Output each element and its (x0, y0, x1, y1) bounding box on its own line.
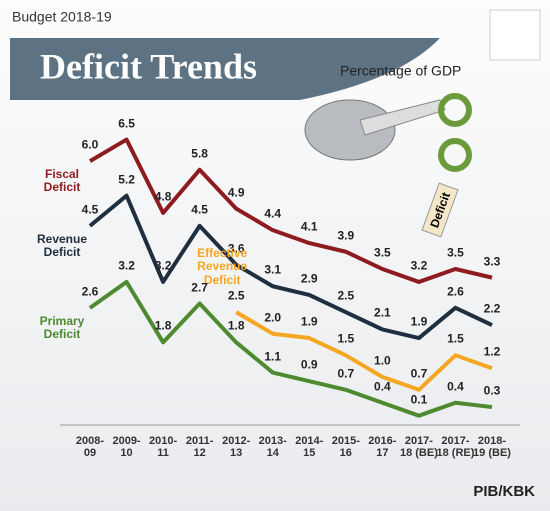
data-label: 4.1 (300, 219, 318, 234)
data-label: 0.4 (447, 379, 464, 394)
data-label: 2.0 (264, 310, 282, 325)
blade (359, 99, 446, 136)
data-label: 0.3 (483, 383, 501, 398)
data-label: 3.6 (227, 241, 245, 256)
tag: Deficit (421, 182, 459, 238)
data-label: 3.5 (374, 245, 391, 260)
series-line (235, 310, 493, 392)
coin (304, 99, 396, 161)
x-tick-label: 2015- 16 (331, 434, 360, 459)
x-tick-label: 2008- 09 (75, 434, 105, 459)
subtitle: Percentage of GDP (340, 63, 461, 79)
data-label: 6.0 (81, 137, 99, 152)
data-label: 2.9 (300, 271, 318, 286)
data-label: 0.9 (300, 357, 318, 372)
data-label: 2.5 (337, 288, 355, 303)
scissor-handle (438, 138, 472, 172)
data-label: 2.7 (191, 279, 208, 294)
data-label: 6.5 (118, 115, 135, 130)
legend-label: Effective Revenue Deficit (197, 246, 248, 287)
data-label: 3.5 (447, 245, 464, 260)
x-tick-label: 2014- 15 (295, 434, 324, 459)
data-label: 4.8 (154, 189, 172, 204)
logo (489, 9, 541, 61)
data-label: 1.9 (410, 314, 428, 329)
x-tick-label: 2010- 11 (149, 434, 178, 459)
data-label: 5.2 (118, 172, 135, 187)
data-label: 4.5 (191, 202, 208, 217)
data-label: 1.8 (227, 318, 245, 333)
tag-box (421, 182, 459, 238)
data-label: 2.2 (483, 301, 501, 316)
data-label: 0.4 (374, 379, 391, 394)
header: Budget 2018-19 (12, 9, 112, 25)
legend-label: Fiscal Deficit (43, 166, 81, 195)
data-label: 3.3 (483, 254, 501, 269)
legend-label: Revenue Deficit (36, 231, 88, 259)
x-tick-label: 2013- 14 (258, 434, 287, 459)
data-label: 1.2 (483, 344, 501, 359)
x-tick-label: 2011- 12 (185, 434, 214, 459)
x-tick-label: 2016- 17 (368, 434, 397, 459)
data-label: 2.5 (227, 288, 245, 303)
title-band (10, 38, 440, 100)
series-line (88, 279, 493, 418)
x-tick-label: 2017- 18 (BE) (399, 434, 438, 459)
scissor-handle (438, 93, 472, 127)
x-tick-label: 2018- 19 (BE) (473, 434, 511, 459)
legend-label: Primary Deficit (39, 313, 85, 341)
data-label: 3.2 (154, 258, 172, 273)
data-label: 4.5 (81, 202, 99, 217)
data-label: 1.0 (374, 353, 391, 368)
data-label: 1.1 (264, 348, 282, 363)
x-tick-label: 2009- 10 (112, 434, 141, 459)
data-label: 3.1 (264, 262, 282, 277)
data-label: 3.2 (118, 258, 135, 273)
data-label: 2.6 (447, 284, 464, 299)
chart-title: Deficit Trends (40, 46, 257, 86)
data-label: 0.7 (337, 366, 355, 381)
data-label: 1.8 (154, 318, 172, 333)
data-label: 5.8 (191, 146, 208, 161)
data-label: 1.5 (447, 331, 464, 346)
data-label: 1.5 (337, 331, 355, 346)
series-line (88, 137, 493, 284)
x-tick-label: 2017- 18 (RE) (436, 434, 475, 459)
data-label: 3.2 (410, 258, 428, 273)
data-label: 3.9 (337, 228, 355, 243)
data-label: 4.4 (264, 206, 282, 221)
data-label: 2.1 (374, 305, 391, 320)
credit: PIB/KBK (473, 483, 535, 500)
data-label: 2.6 (81, 284, 99, 299)
series-line (88, 193, 493, 341)
data-label: 4.9 (227, 185, 245, 199)
x-tick-label: 2012- 13 (222, 434, 251, 459)
data-label: 1.9 (300, 314, 318, 329)
data-label: 0.7 (410, 366, 428, 381)
data-label: 0.1 (410, 392, 428, 407)
